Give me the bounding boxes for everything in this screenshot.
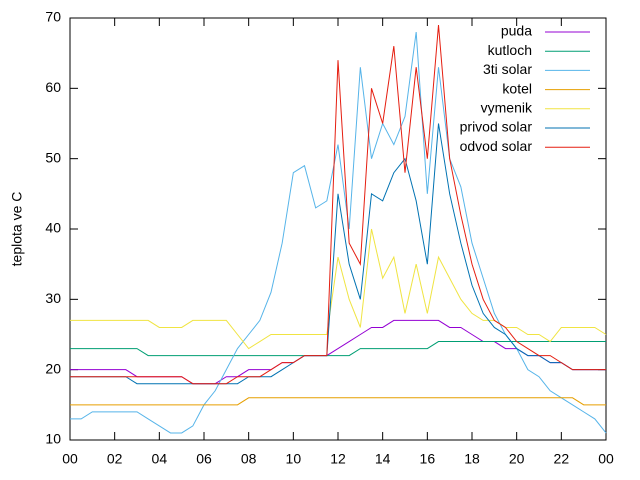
x-tick-label: 10 (286, 451, 302, 467)
x-tick-label: 04 (152, 451, 168, 467)
x-tick-label: 00 (598, 451, 614, 467)
series-line (70, 123, 606, 385)
y-tick-label: 30 (45, 290, 61, 306)
x-tick-label: 00 (62, 451, 78, 467)
x-tick-label: 18 (464, 451, 480, 467)
series-line (70, 228, 607, 350)
legend-label: vymenik (481, 100, 533, 116)
x-tick-label: 08 (241, 451, 257, 467)
y-tick-label: 10 (45, 431, 61, 447)
series-line (70, 319, 606, 385)
legend-label: odvod solar (460, 138, 533, 154)
x-tick-label: 02 (107, 451, 123, 467)
legend-label: kutloch (488, 42, 532, 58)
y-tick-label: 20 (45, 360, 61, 376)
series-line (70, 397, 606, 406)
legend-label: 3ti solar (483, 61, 532, 77)
legend-label: privod solar (460, 119, 533, 135)
x-tick-label: 06 (196, 451, 212, 467)
legend-label: puda (501, 23, 532, 39)
x-tick-label: 22 (554, 451, 570, 467)
y-tick-label: 50 (45, 149, 61, 165)
y-axis-label: teplota ve C (9, 192, 25, 267)
legend-label: kotel (502, 80, 532, 96)
x-tick-label: 16 (420, 451, 436, 467)
y-tick-label: 40 (45, 220, 61, 236)
y-tick-label: 60 (45, 79, 61, 95)
series-line (70, 24, 606, 385)
y-tick-label: 70 (45, 9, 61, 25)
x-tick-label: 12 (330, 451, 346, 467)
x-tick-label: 14 (375, 451, 391, 467)
x-tick-label: 20 (509, 451, 525, 467)
